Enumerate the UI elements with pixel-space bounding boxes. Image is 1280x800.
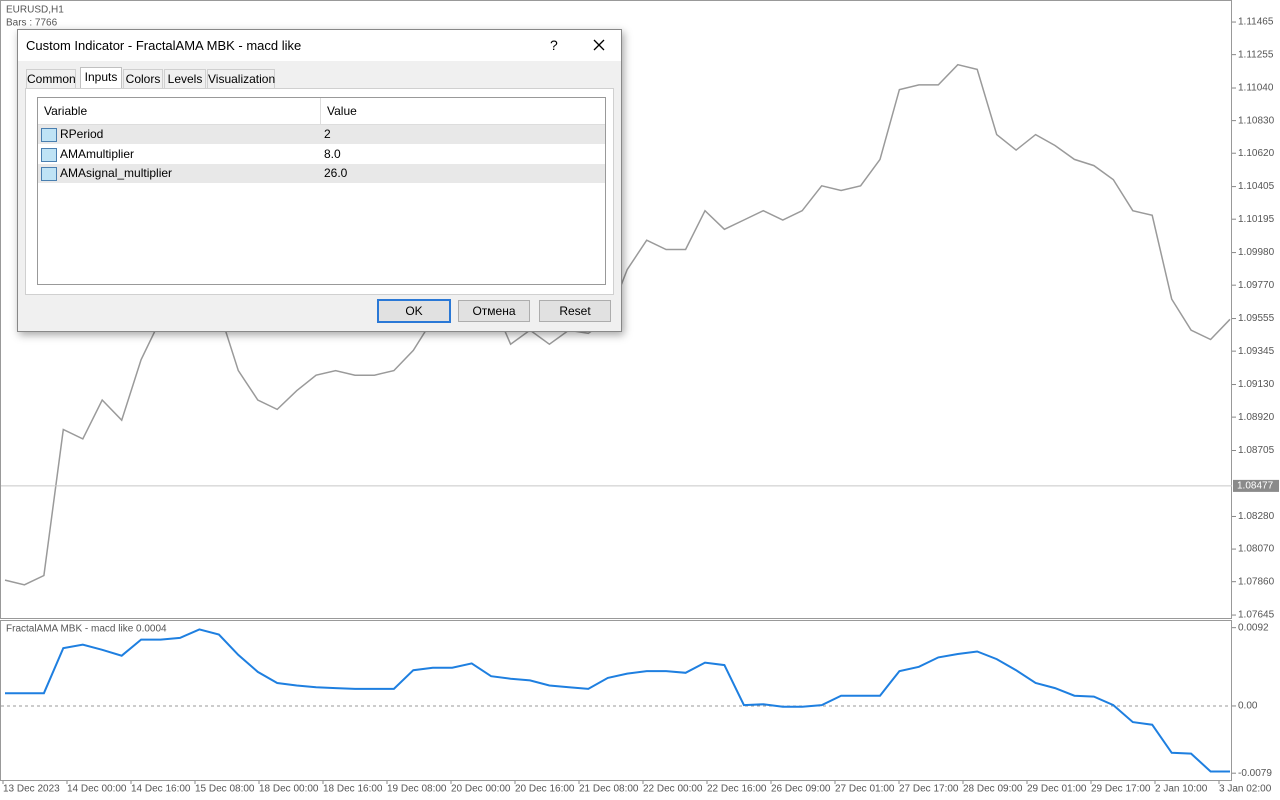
symbol: EURUSD,H1	[6, 5, 64, 16]
table-row[interactable]: AMAsignal_multiplier 26.0	[38, 164, 605, 183]
inputs-table: Variable Value RPeriod 2 AMAmultiplier 8…	[37, 97, 606, 285]
y-tick-label: 0.00	[1238, 701, 1258, 712]
cell: AMAmultiplier	[60, 147, 135, 161]
price-pane-frame	[0, 0, 1232, 619]
int-icon	[41, 128, 57, 142]
current-price-box	[1233, 479, 1279, 492]
tab[interactable]: Colors	[123, 69, 163, 89]
x-tick-label: 29 Dec 17:00	[1091, 784, 1151, 795]
tab-panel: Variable Value RPeriod 2 AMAmultiplier 8…	[25, 88, 614, 295]
y-tick-label: 1.11255	[1238, 49, 1274, 60]
y-tick-label: 1.10830	[1238, 115, 1275, 126]
ok-button[interactable]: OK	[377, 299, 451, 323]
current-price-label: 1.08477	[1237, 481, 1274, 492]
cell: 2	[324, 127, 331, 141]
cell: AMAsignal_multiplier	[60, 166, 173, 180]
x-tick-label: 26 Dec 09:00	[771, 784, 831, 795]
y-tick-label: 1.11465	[1238, 17, 1274, 28]
double-icon	[41, 148, 57, 162]
table-row[interactable]: AMAmultiplier 8.0	[38, 145, 605, 164]
y-tick-label: 0.0092	[1238, 622, 1269, 633]
x-tick-label: 22 Dec 16:00	[707, 784, 767, 795]
tab[interactable]: Levels	[164, 69, 206, 89]
double-icon	[41, 167, 57, 181]
x-tick-label: 18 Dec 16:00	[323, 784, 383, 795]
x-tick-label: 3 Jan 02:00	[1219, 784, 1272, 795]
cell: 8.0	[324, 147, 341, 161]
x-tick-label: 29 Dec 01:00	[1027, 784, 1087, 795]
y-tick-label: 1.11040	[1238, 83, 1274, 94]
y-tick-label: 1.09345	[1238, 346, 1275, 357]
x-tick-label: 2 Jan 10:00	[1155, 784, 1208, 795]
table-header: Variable Value	[38, 98, 605, 125]
x-tick-label: 14 Dec 00:00	[67, 784, 127, 795]
x-tick-label: 19 Dec 08:00	[387, 784, 447, 795]
cell: RPeriod	[60, 127, 104, 141]
x-tick-label: 20 Dec 16:00	[515, 784, 575, 795]
dialog: Custom Indicator - FractalAMA MBK - macd…	[17, 29, 622, 332]
x-tick-label: 27 Dec 17:00	[899, 784, 959, 795]
y-tick-label: 1.10405	[1238, 181, 1275, 192]
y-tick-label: 1.07645	[1238, 610, 1275, 621]
x-tick-label: 15 Dec 08:00	[195, 784, 255, 795]
y-tick-label: 1.10620	[1238, 148, 1275, 159]
help-button[interactable]: ?	[550, 37, 558, 53]
header-cell: Variable	[44, 104, 88, 118]
y-tick-label: 1.08070	[1238, 544, 1275, 555]
y-tick-label: 1.10195	[1238, 214, 1275, 225]
indicator-pane-frame	[0, 620, 1232, 781]
y-tick-label: -0.0079	[1238, 768, 1272, 779]
tab[interactable]: Visualization	[207, 69, 275, 89]
tab[interactable]: Common	[26, 69, 76, 89]
y-tick-label: 1.09555	[1238, 313, 1275, 324]
cell: 26.0	[324, 166, 348, 180]
y-tick-label: 1.08705	[1238, 445, 1275, 456]
x-tick-label: 22 Dec 00:00	[643, 784, 703, 795]
y-tick-label: 1.09130	[1238, 379, 1275, 390]
y-tick-label: 1.07860	[1238, 576, 1275, 587]
x-tick-label: 14 Dec 16:00	[131, 784, 191, 795]
cancel-button[interactable]: Отмена	[458, 300, 530, 322]
header-cell: Value	[327, 104, 357, 118]
y-tick-label: 1.09770	[1238, 280, 1275, 291]
x-tick-label: 21 Dec 08:00	[579, 784, 639, 795]
y-tick-label: 1.08280	[1238, 511, 1275, 522]
reset-button[interactable]: Reset	[539, 300, 611, 322]
bars-count: Bars : 7766	[6, 18, 58, 29]
x-tick-label: 20 Dec 00:00	[451, 784, 511, 795]
x-tick-label: 27 Dec 01:00	[835, 784, 895, 795]
tab-active[interactable]: Inputs	[80, 67, 122, 89]
x-tick-label: 13 Dec 2023	[3, 784, 60, 795]
x-tick-label: 18 Dec 00:00	[259, 784, 319, 795]
y-tick-label: 1.09980	[1238, 247, 1275, 258]
indicator-label: FractalAMA MBK - macd like 0.0004	[6, 624, 167, 635]
close-button[interactable]	[593, 39, 605, 51]
x-tick-label: 28 Dec 09:00	[963, 784, 1023, 795]
dialog-titlebar: Custom Indicator - FractalAMA MBK - macd…	[18, 30, 621, 61]
indicator-line	[5, 628, 1230, 773]
y-tick-label: 1.08920	[1238, 412, 1275, 423]
dialog-title: Custom Indicator - FractalAMA MBK - macd…	[26, 38, 302, 53]
table-row[interactable]: RPeriod 2	[38, 125, 605, 144]
